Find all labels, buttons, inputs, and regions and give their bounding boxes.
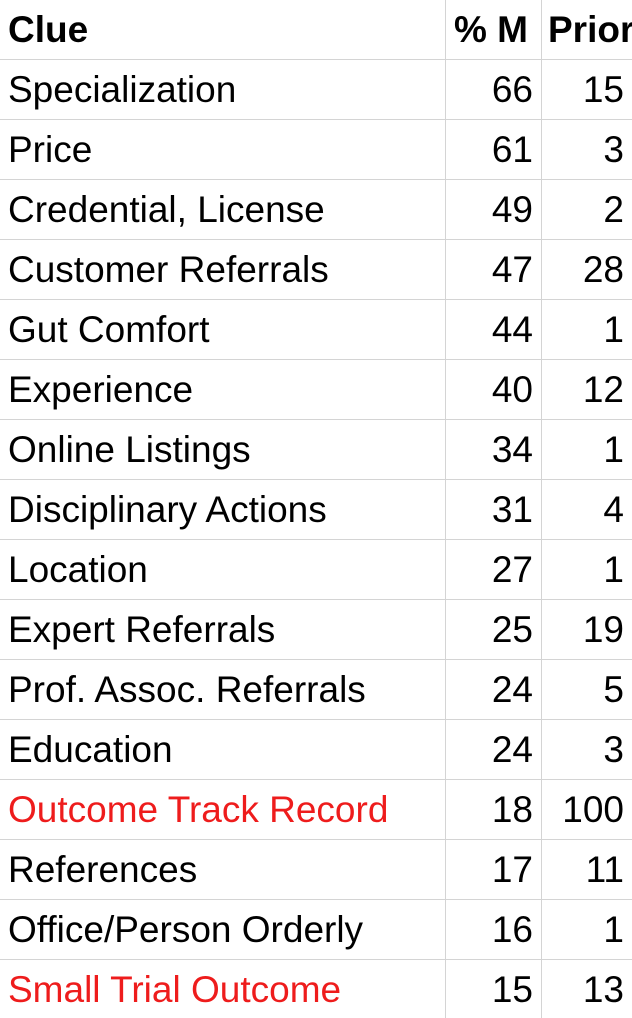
cell-pct[interactable]: 61 (446, 120, 542, 180)
cell-pct[interactable]: 49 (446, 180, 542, 240)
cell-pct[interactable]: 47 (446, 240, 542, 300)
table-row: Customer Referrals 47 28 (0, 240, 632, 300)
cell-clue[interactable]: Disciplinary Actions (0, 480, 446, 540)
table-row: Gut Comfort 44 1 (0, 300, 632, 360)
cell-prior[interactable]: 13 (582, 969, 624, 1010)
cell-clue[interactable]: References (0, 840, 446, 900)
table-row: Expert Referrals 25 19 (0, 600, 632, 660)
cell-clue[interactable]: Experience (0, 360, 446, 420)
cell-prior[interactable]: 3 (603, 729, 624, 770)
header-clue[interactable]: Clue (0, 0, 446, 60)
table-row: Outcome Track Record 18 100 (0, 780, 632, 840)
cell-prior[interactable]: 4 (603, 489, 624, 530)
cell-prior[interactable]: 19 (582, 609, 624, 650)
cell-pct[interactable]: 15 (446, 960, 542, 1018)
cell-clue[interactable]: Outcome Track Record (0, 780, 446, 840)
cell-prior[interactable]: 5 (603, 669, 624, 710)
cell-pct[interactable]: 25 (446, 600, 542, 660)
table-row: Price 61 3 (0, 120, 632, 180)
table-row: Experience 40 12 (0, 360, 632, 420)
table-row: Office/Person Orderly 16 1 (0, 900, 632, 960)
cell-clue[interactable]: Office/Person Orderly (0, 900, 446, 960)
cell-prior[interactable]: 1 (603, 429, 624, 470)
cell-pct[interactable]: 27 (446, 540, 542, 600)
cell-prior[interactable]: 15 (582, 69, 624, 110)
cell-clue[interactable]: Expert Referrals (0, 600, 446, 660)
cell-prior[interactable]: 11 (585, 849, 624, 890)
cell-prior[interactable]: 28 (582, 249, 624, 290)
cell-pct[interactable]: 18 (446, 780, 542, 840)
table-row: Specialization 66 15 (0, 60, 632, 120)
cell-clue[interactable]: Online Listings (0, 420, 446, 480)
cell-clue[interactable]: Credential, License (0, 180, 446, 240)
cell-pct[interactable]: 44 (446, 300, 542, 360)
header-prior[interactable]: Prior (548, 9, 632, 50)
cell-pct[interactable]: 17 (446, 840, 542, 900)
cell-pct[interactable]: 66 (446, 60, 542, 120)
cell-pct[interactable]: 24 (446, 720, 542, 780)
cell-clue[interactable]: Education (0, 720, 446, 780)
table-row: References 17 11 (0, 840, 632, 900)
cell-pct[interactable]: 31 (446, 480, 542, 540)
cell-pct[interactable]: 16 (446, 900, 542, 960)
header-row: Clue % M Prior (0, 0, 632, 60)
cell-prior[interactable]: 12 (582, 369, 624, 410)
cell-prior[interactable]: 3 (603, 129, 624, 170)
table-row: Small Trial Outcome 15 13 (0, 960, 632, 1018)
cell-prior[interactable]: 100 (562, 789, 624, 830)
cell-pct[interactable]: 34 (446, 420, 542, 480)
cell-clue[interactable]: Price (0, 120, 446, 180)
table-row: Prof. Assoc. Referrals 24 5 (0, 660, 632, 720)
cell-clue[interactable]: Gut Comfort (0, 300, 446, 360)
cell-clue[interactable]: Customer Referrals (0, 240, 446, 300)
cell-prior[interactable]: 1 (603, 309, 624, 350)
header-pct[interactable]: % M (446, 0, 542, 60)
table-row: Location 27 1 (0, 540, 632, 600)
cell-clue[interactable]: Location (0, 540, 446, 600)
table-row: Online Listings 34 1 (0, 420, 632, 480)
cell-pct[interactable]: 40 (446, 360, 542, 420)
cell-clue[interactable]: Specialization (0, 60, 446, 120)
table-row: Education 24 3 (0, 720, 632, 780)
cell-prior[interactable]: 1 (603, 549, 624, 590)
cell-pct[interactable]: 24 (446, 660, 542, 720)
table-row: Disciplinary Actions 31 4 (0, 480, 632, 540)
cell-clue[interactable]: Prof. Assoc. Referrals (0, 660, 446, 720)
table-row: Credential, License 49 2 (0, 180, 632, 240)
cell-prior[interactable]: 1 (603, 909, 624, 950)
cell-prior[interactable]: 2 (603, 189, 624, 230)
cell-clue[interactable]: Small Trial Outcome (0, 960, 446, 1018)
